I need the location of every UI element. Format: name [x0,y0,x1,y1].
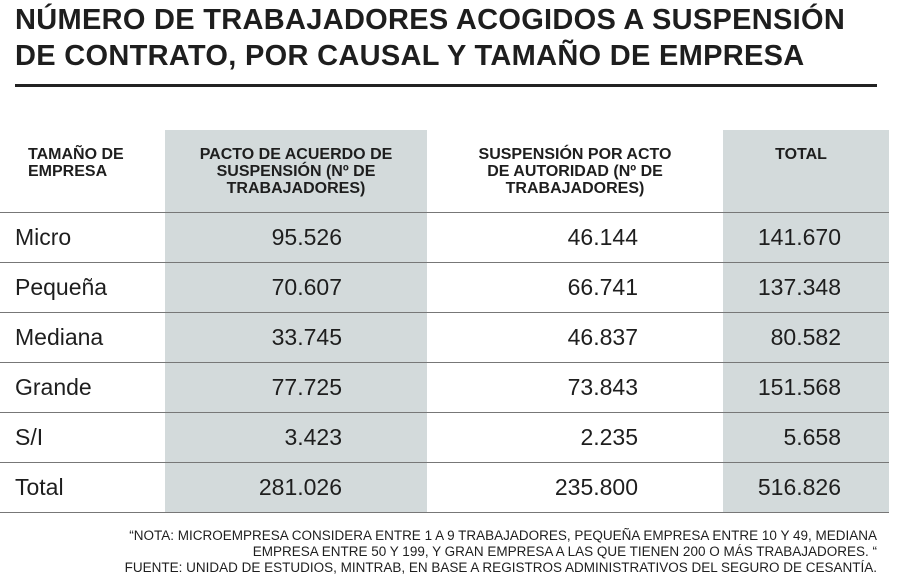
title-line: NÚMERO DE TRABAJADORES ACOGIDOS A SUSPEN… [15,4,846,36]
row-label: Mediana [0,312,165,363]
cell-value: 46.837 [427,312,723,363]
row-label: Pequeña [0,262,165,313]
cell-value: 281.026 [165,462,427,513]
table-row: Pequeña 70.607 66.741 137.348 [0,262,889,313]
table-row: S/I 3.423 2.235 5.658 [0,412,889,463]
title-rule [15,84,877,87]
column-header: PACTO DE ACUERDO DE SUSPENSIÓN (Nº DE TR… [165,130,427,213]
table-row: Grande 77.725 73.843 151.568 [0,362,889,413]
column-header: TOTAL [723,130,889,213]
cell-value: 151.568 [723,362,889,413]
row-label: Total [0,462,165,513]
column-header: TAMAÑO DE EMPRESA [0,130,165,213]
cell-value: 80.582 [723,312,889,363]
row-label: Micro [0,212,165,263]
cell-value: 5.658 [723,412,889,463]
title-line: DE CONTRATO, POR CAUSAL Y TAMAÑO DE EMPR… [15,40,805,72]
table-body: Micro 95.526 46.144 141.670 Pequeña 70.607 66.… [0,212,889,513]
cell-value: 3.423 [165,412,427,463]
cell-value: 137.348 [723,262,889,313]
note-line: EMPRESA ENTRE 50 Y 199, Y GRAN EMPRESA A… [252,544,877,559]
header-row: TAMAÑO DE EMPRESA PACTO DE ACUERDO DE SUS… [0,130,889,213]
title: NÚMERO DE TRABAJADORES ACOGIDOS A SUSPEN… [15,2,845,74]
cell-value: 516.826 [723,462,889,513]
cell-value: 141.670 [723,212,889,263]
cell-value: 77.725 [165,362,427,413]
data-table: TAMAÑO DE EMPRESA PACTO DE ACUERDO DE SUS… [0,130,889,513]
note-line: “NOTA: MICROEMPRESA CONSIDERA ENTRE 1 A … [129,528,877,543]
cell-value: 66.741 [427,262,723,313]
table-row: Mediana 33.745 46.837 80.582 [0,312,889,363]
cell-value: 46.144 [427,212,723,263]
cell-value: 2.235 [427,412,723,463]
cell-value: 70.607 [165,262,427,313]
cell-value: 95.526 [165,212,427,263]
table-row: Total 281.026 235.800 516.826 [0,462,889,513]
table-row: Micro 95.526 46.144 141.670 [0,212,889,263]
column-header: SUSPENSIÓN POR ACTO DE AUTORIDAD (Nº DE … [427,130,723,213]
cell-value: 73.843 [427,362,723,413]
cell-value: 33.745 [165,312,427,363]
row-label: S/I [0,412,165,463]
row-label: Grande [0,362,165,413]
notes: “NOTA: MICROEMPRESA CONSIDERA ENTRE 1 A … [125,528,877,576]
cell-value: 235.800 [427,462,723,513]
note-line: FUENTE: UNIDAD DE ESTUDIOS, MINTRAB, EN … [124,560,877,575]
